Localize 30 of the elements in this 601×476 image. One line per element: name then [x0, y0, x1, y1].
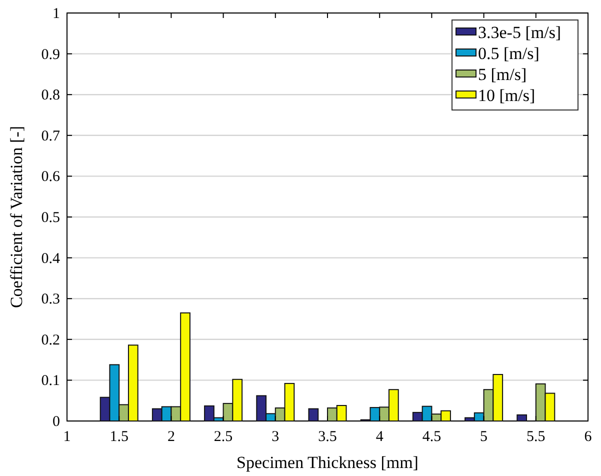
x-tick-label: 3.5 [318, 429, 337, 445]
x-axis-title: Specimen Thickness [mm] [236, 453, 418, 472]
y-tick-label: 0.6 [41, 169, 60, 186]
legend-label: 0.5 [m/s] [478, 44, 540, 63]
legend-label: 10 [m/s] [478, 86, 536, 105]
y-tick-label: 0.2 [41, 332, 60, 348]
y-tick-label: 0.4 [41, 250, 60, 267]
x-tick-label: 5.5 [526, 429, 546, 445]
x-tick-label: 4 [376, 429, 384, 445]
y-tick-label: 0 [52, 414, 60, 430]
y-tick-label: 0.5 [41, 210, 60, 226]
x-tick-label: 2.5 [214, 429, 233, 445]
bar [308, 408, 319, 422]
y-tick-label: 1 [52, 6, 60, 22]
y-tick-label: 0.8 [41, 88, 60, 104]
legend-label: 5 [m/s] [478, 65, 527, 84]
x-tick-label: 1 [63, 429, 71, 445]
y-tick-label: 0.9 [41, 46, 60, 63]
x-tick-label: 5 [480, 429, 488, 445]
y-tick-label: 0.1 [41, 373, 60, 390]
x-tick-label: 2 [167, 429, 175, 445]
x-tick-label: 6 [584, 429, 592, 445]
y-axis-title: Coefficient of Variation [-] [7, 126, 26, 308]
y-tick-label: 0.7 [41, 128, 60, 144]
y-tick-label: 0.3 [41, 292, 60, 308]
x-tick-label: 3 [272, 429, 280, 445]
bar [516, 414, 528, 422]
legend-label: 3.3e-5 [m/s] [478, 23, 562, 42]
x-tick-label: 4.5 [422, 429, 442, 445]
x-tick-label: 1.5 [110, 429, 128, 445]
